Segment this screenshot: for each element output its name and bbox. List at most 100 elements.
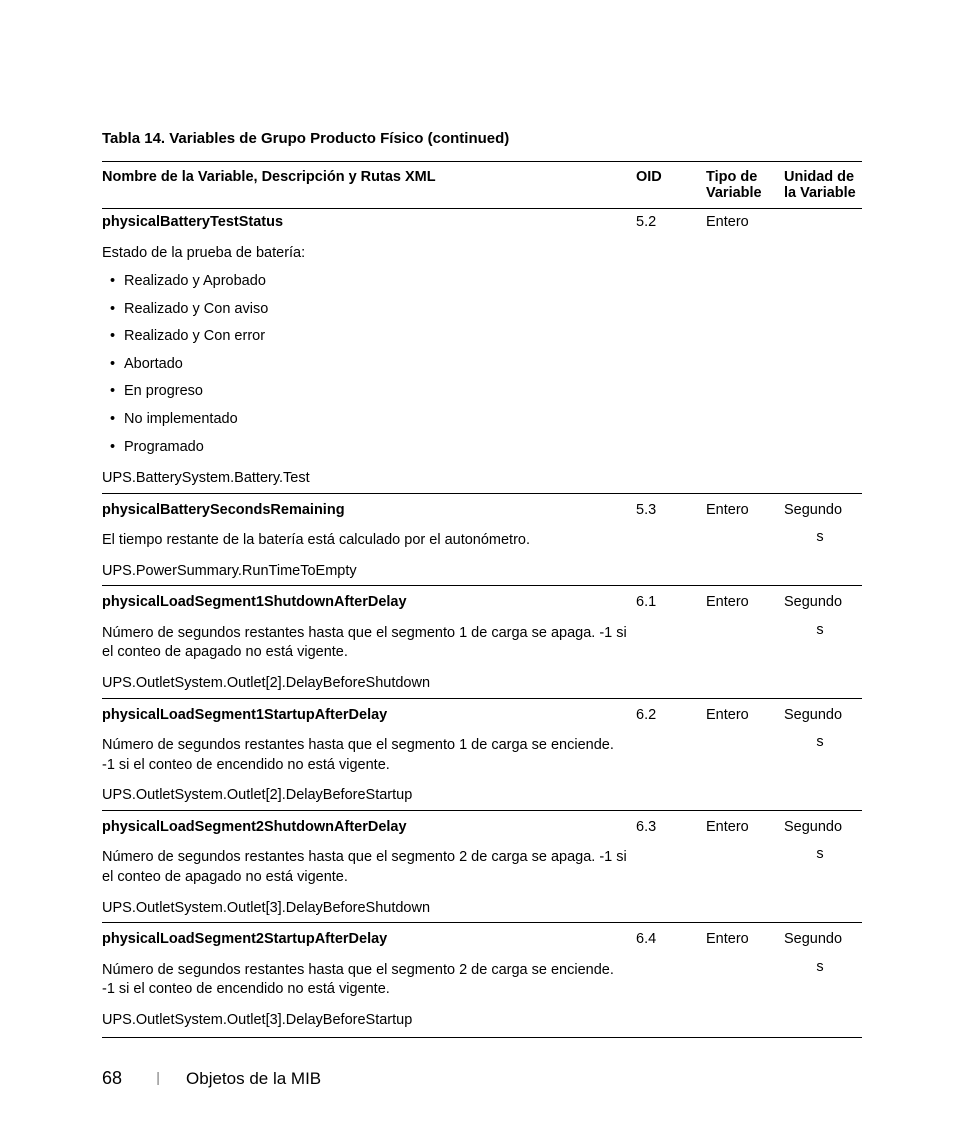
table-row: UPS.BatterySystem.Battery.Test: [102, 465, 862, 493]
table-row: physicalLoadSegment1StartupAfterDelay 6.2…: [102, 698, 862, 729]
cell-description: Estado de la prueba de batería:Realizado…: [102, 237, 636, 466]
cell-xml-path: UPS.OutletSystem.Outlet[3].DelayBeforeSh…: [102, 895, 636, 923]
cell-xml-path: UPS.OutletSystem.Outlet[2].DelayBeforeSh…: [102, 670, 636, 698]
table-header-row: Nombre de la Variable, Descripción y Rut…: [102, 162, 862, 209]
cell-empty: [636, 1007, 706, 1038]
cell-tipo: Entero: [706, 810, 784, 841]
cell-tipo: Entero: [706, 923, 784, 954]
col-header-name: Nombre de la Variable, Descripción y Rut…: [102, 162, 636, 209]
cell-empty: [636, 841, 706, 894]
cell-description: Número de segundos restantes hasta que e…: [102, 617, 636, 670]
cell-varname: physicalLoadSegment2StartupAfterDelay: [102, 923, 636, 954]
table-row: physicalLoadSegment1ShutdownAfterDelay 6.…: [102, 586, 862, 617]
cell-description: El tiempo restante de la batería está ca…: [102, 524, 636, 558]
cell-unit: Segundo: [784, 493, 862, 524]
cell-empty: [706, 954, 784, 1007]
variable-intro: Estado de la prueba de batería:: [102, 241, 630, 267]
bullet-item: En progreso: [102, 378, 630, 406]
variable-name: physicalLoadSegment2StartupAfterDelay: [102, 931, 387, 947]
footer-separator: |: [156, 1069, 160, 1085]
cell-description: Número de segundos restantes hasta que e…: [102, 729, 636, 782]
table-row: physicalBatteryTestStatus 5.2Entero: [102, 209, 862, 237]
cell-empty: [784, 558, 862, 586]
variable-name: physicalLoadSegment1StartupAfterDelay: [102, 707, 387, 723]
cell-empty: [636, 237, 706, 466]
variable-name: physicalLoadSegment2ShutdownAfterDelay: [102, 819, 407, 835]
variable-description: Número de segundos restantes hasta que e…: [102, 958, 630, 1003]
cell-empty: [784, 895, 862, 923]
bullet-item: Realizado y Con aviso: [102, 296, 630, 324]
cell-unit: Segundo: [784, 810, 862, 841]
table-row: UPS.OutletSystem.Outlet[3].DelayBeforeSh…: [102, 895, 862, 923]
bullet-item: Realizado y Con error: [102, 323, 630, 351]
bullet-list: Realizado y AprobadoRealizado y Con avis…: [102, 268, 630, 461]
cell-xml-path: UPS.PowerSummary.RunTimeToEmpty: [102, 558, 636, 586]
variable-description: Número de segundos restantes hasta que e…: [102, 621, 630, 666]
table-title: Tabla 14. Variables de Grupo Producto Fí…: [102, 130, 862, 147]
table-row: physicalLoadSegment2StartupAfterDelay6.4…: [102, 923, 862, 954]
cell-oid: 5.2: [636, 209, 706, 237]
table-row: physicalLoadSegment2ShutdownAfterDelay 6.…: [102, 810, 862, 841]
cell-empty: [706, 895, 784, 923]
cell-empty: [784, 670, 862, 698]
cell-empty: [636, 895, 706, 923]
footer-section: Objetos de la MIB: [186, 1069, 321, 1088]
cell-varname: physicalBatteryTestStatus: [102, 209, 636, 237]
table-row: Número de segundos restantes hasta que e…: [102, 954, 862, 1007]
col-header-tipo: Tipo de Variable: [706, 162, 784, 209]
cell-xml-path: UPS.OutletSystem.Outlet[2].DelayBeforeSt…: [102, 782, 636, 810]
cell-unit: Segundo: [784, 586, 862, 617]
cell-empty: [706, 782, 784, 810]
table-row: UPS.OutletSystem.Outlet[3].DelayBeforeSt…: [102, 1007, 862, 1038]
table-row: Número de segundos restantes hasta que e…: [102, 617, 862, 670]
cell-empty: [706, 465, 784, 493]
bullet-item: Realizado y Aprobado: [102, 268, 630, 296]
cell-xml-path: UPS.BatterySystem.Battery.Test: [102, 465, 636, 493]
variable-description: Número de segundos restantes hasta que e…: [102, 845, 630, 890]
table-row: El tiempo restante de la batería está ca…: [102, 524, 862, 558]
bullet-item: No implementado: [102, 406, 630, 434]
cell-tipo: Entero: [706, 209, 784, 237]
cell-empty: [784, 782, 862, 810]
cell-empty: [706, 670, 784, 698]
cell-tipo: Entero: [706, 493, 784, 524]
table-row: UPS.OutletSystem.Outlet[2].DelayBeforeSt…: [102, 782, 862, 810]
cell-empty: [784, 1007, 862, 1038]
cell-oid: 6.1: [636, 586, 706, 617]
cell-description: Número de segundos restantes hasta que e…: [102, 841, 636, 894]
page-footer: 68 | Objetos de la MIB: [102, 1068, 862, 1089]
cell-empty: [784, 465, 862, 493]
cell-empty: [636, 558, 706, 586]
col-header-unit: Unidad de la Variable: [784, 162, 862, 209]
cell-unit-cont: s: [784, 729, 862, 782]
cell-unit-cont: [784, 237, 862, 466]
variable-description: Número de segundos restantes hasta que e…: [102, 733, 630, 778]
cell-empty: [706, 524, 784, 558]
cell-empty: [706, 558, 784, 586]
cell-empty: [706, 729, 784, 782]
cell-tipo: Entero: [706, 698, 784, 729]
cell-empty: [706, 617, 784, 670]
cell-empty: [706, 237, 784, 466]
page-content: Tabla 14. Variables de Grupo Producto Fí…: [0, 0, 954, 1038]
variable-name: physicalLoadSegment1ShutdownAfterDelay: [102, 594, 407, 610]
cell-empty: [636, 782, 706, 810]
cell-varname: physicalLoadSegment1ShutdownAfterDelay: [102, 586, 636, 617]
cell-unit-cont: s: [784, 954, 862, 1007]
bullet-item: Programado: [102, 434, 630, 462]
page-number: 68: [102, 1068, 122, 1089]
cell-empty: [636, 729, 706, 782]
cell-empty: [636, 524, 706, 558]
cell-oid: 6.3: [636, 810, 706, 841]
cell-empty: [636, 465, 706, 493]
variable-name: physicalBatteryTestStatus: [102, 214, 283, 230]
table-row: physicalBatterySecondsRemaining 5.3Entero…: [102, 493, 862, 524]
cell-oid: 5.3: [636, 493, 706, 524]
variable-description: El tiempo restante de la batería está ca…: [102, 528, 630, 554]
cell-oid: 6.2: [636, 698, 706, 729]
table-row: Número de segundos restantes hasta que e…: [102, 729, 862, 782]
variable-name: physicalBatterySecondsRemaining: [102, 502, 345, 518]
cell-empty: [706, 841, 784, 894]
table-row: Número de segundos restantes hasta que e…: [102, 841, 862, 894]
cell-empty: [636, 617, 706, 670]
